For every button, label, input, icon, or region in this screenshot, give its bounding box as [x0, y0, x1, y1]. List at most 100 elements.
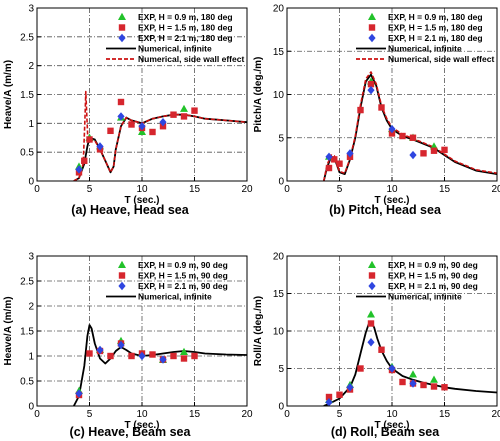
- y-tick-label: 1.5: [20, 327, 34, 338]
- legend-marker: [368, 12, 376, 20]
- y-tick-label: 0: [28, 402, 34, 413]
- data-point: [367, 80, 375, 88]
- x-tick-label: 0: [34, 184, 40, 195]
- y-tick-label: 3: [28, 252, 34, 263]
- data-point: [138, 127, 146, 135]
- series-line-4: [323, 71, 497, 181]
- data-point: [128, 121, 135, 128]
- y-tick-label: 15: [273, 47, 285, 58]
- legend-label: EXP, H = 2.1 m, 90 deg: [388, 281, 478, 291]
- data-point: [378, 346, 385, 353]
- data-point: [325, 393, 333, 401]
- data-point: [117, 112, 125, 121]
- legend-label: Numerical, side wall effect: [138, 54, 244, 64]
- y-tick-label: 2: [28, 61, 34, 72]
- data-point: [180, 113, 188, 120]
- y-tick-label: 10: [273, 327, 285, 338]
- x-tick-label: 10: [386, 409, 398, 420]
- x-tick-label: 10: [136, 409, 148, 420]
- y-tick-label: 0.5: [20, 148, 34, 159]
- y-axis-label: Heave/A (m/m): [3, 296, 14, 365]
- data-point: [420, 150, 427, 157]
- x-tick-label: 10: [386, 184, 398, 195]
- data-point: [430, 383, 438, 390]
- data-point: [441, 146, 448, 154]
- data-point: [346, 383, 354, 392]
- series-layer: [322, 71, 497, 181]
- x-axis-label: T (sec.): [374, 420, 409, 431]
- legend-marker: [118, 260, 126, 268]
- legend-label: Numerical, infinite: [388, 44, 462, 54]
- x-tick-label: 0: [34, 409, 40, 420]
- legend-label: EXP, H = 1.5 m, 180 deg: [388, 23, 483, 33]
- data-point: [325, 152, 333, 161]
- data-point: [388, 124, 396, 134]
- legend-label: EXP, H = 1.5 m, 180 deg: [138, 23, 233, 33]
- legend-label: Numerical, infinite: [138, 44, 212, 54]
- x-tick-label: 0: [284, 184, 290, 195]
- data-point: [336, 160, 343, 167]
- panel-caption: (a) Heave, Head sea: [71, 203, 189, 217]
- legend-label: EXP, H = 0.9 m, 90 deg: [138, 260, 228, 270]
- x-tick-label: 0: [284, 409, 290, 420]
- panel-d: 0 5 10 15 20 0 5 10 15 20 T (sec.) Roll/A (deg./m) E…: [253, 252, 500, 440]
- y-tick-label: 15: [273, 289, 285, 300]
- legend-marker: [118, 281, 126, 291]
- series-line-3: [323, 321, 497, 406]
- data-point: [191, 352, 198, 360]
- data-point: [170, 111, 177, 118]
- data-point: [117, 340, 125, 350]
- x-tick-label: 5: [337, 184, 343, 195]
- legend-marker: [368, 281, 376, 291]
- x-tick-label: 5: [87, 184, 93, 195]
- data-point: [367, 85, 375, 95]
- y-tick-label: 3: [28, 4, 34, 15]
- y-tick-label: 2: [28, 302, 34, 313]
- data-point: [367, 338, 375, 347]
- legend-label: EXP, H = 1.5 m, 90 deg: [388, 271, 478, 281]
- y-axis-label: Pitch/A (deg./m): [253, 57, 264, 133]
- series-layer: [73, 90, 247, 181]
- data-point: [409, 379, 417, 388]
- data-point: [409, 150, 417, 160]
- data-point: [138, 351, 146, 361]
- y-tick-label: 10: [273, 90, 285, 101]
- data-point: [420, 381, 427, 389]
- y-tick-label: 20: [273, 4, 285, 15]
- data-point: [388, 130, 396, 137]
- x-axis-label: T (sec.): [124, 420, 159, 431]
- legend-label: Numerical, infinite: [388, 292, 462, 302]
- data-point: [81, 157, 88, 165]
- y-tick-label: 1: [28, 352, 34, 363]
- panel-caption: (d) Roll, Beam sea: [331, 425, 440, 439]
- x-tick-label: 5: [87, 409, 93, 420]
- data-point: [96, 345, 104, 355]
- y-tick-label: 2.5: [20, 277, 34, 288]
- series-layer: [323, 310, 497, 406]
- legend-marker: [118, 24, 126, 31]
- legend-label: EXP, H = 2.1 m, 180 deg: [388, 33, 483, 43]
- data-point: [191, 107, 198, 114]
- data-point: [180, 104, 188, 112]
- x-tick-label: 15: [189, 184, 201, 195]
- data-point: [409, 134, 417, 141]
- x-tick-label: 10: [136, 184, 148, 195]
- x-tick-label: 5: [337, 409, 343, 420]
- panel-caption: (b) Pitch, Head sea: [329, 203, 442, 217]
- y-tick-label: 20: [273, 252, 285, 263]
- y-tick-label: 5: [278, 133, 284, 144]
- data-point: [346, 149, 354, 158]
- y-tick-label: 1.5: [20, 90, 34, 101]
- data-point: [159, 117, 167, 127]
- panel-a: 0 5 10 15 20 0 0.5 1 1.5 2 2.5 3 T (sec.) Heave/A (m/…: [3, 4, 253, 218]
- data-point: [159, 355, 167, 364]
- data-point: [357, 365, 364, 372]
- data-point: [180, 347, 188, 355]
- data-point: [107, 352, 114, 360]
- legend-label: Numerical, infinite: [138, 292, 212, 302]
- data-point: [367, 320, 375, 327]
- legend-marker: [118, 33, 126, 43]
